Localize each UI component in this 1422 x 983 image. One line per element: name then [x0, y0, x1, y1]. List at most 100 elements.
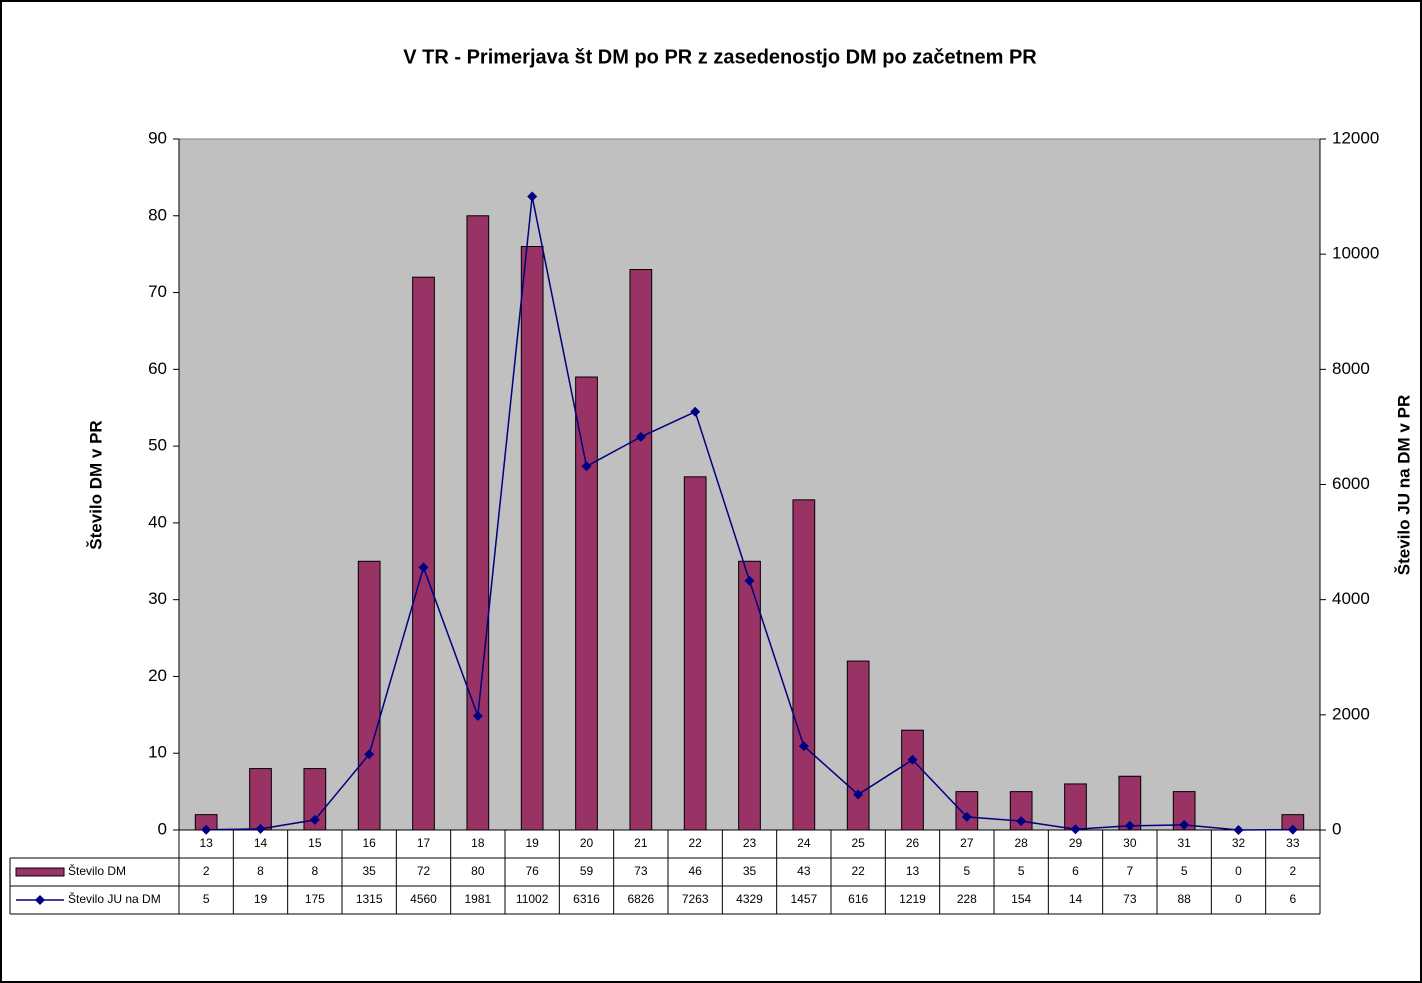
- point: [690, 406, 701, 417]
- y2-tick-label: 8000: [1332, 359, 1370, 378]
- table-value: 5: [963, 864, 970, 878]
- bar: [357, 560, 381, 831]
- table-value: 8: [257, 864, 264, 878]
- table-value: 7263: [682, 892, 709, 906]
- table-value: 46: [688, 864, 702, 878]
- x-tick-label: 28: [1014, 836, 1028, 850]
- bar: [683, 476, 707, 831]
- point: [309, 814, 320, 825]
- x-tick-label: 29: [1069, 836, 1083, 850]
- x-tick-label: 30: [1123, 836, 1137, 850]
- bar: [520, 245, 544, 831]
- point: [1124, 820, 1135, 831]
- chart-title: V TR - Primerjava št DM po PR z zasedeno…: [403, 46, 1037, 68]
- x-tick-label: 17: [417, 836, 431, 850]
- y2-tick-label: 10000: [1332, 244, 1379, 263]
- table-value: 6316: [573, 892, 600, 906]
- bar: [792, 499, 816, 831]
- table-value: 1981: [464, 892, 491, 906]
- y-tick-label: 70: [148, 282, 167, 301]
- table-value: 59: [580, 864, 594, 878]
- x-tick-label: 21: [634, 836, 648, 850]
- point: [201, 824, 212, 835]
- y2-tick-label: 2000: [1332, 704, 1370, 723]
- bar: [412, 276, 435, 831]
- y-tick-label: 10: [148, 743, 167, 762]
- table-value: 13: [906, 864, 920, 878]
- table-value: 43: [797, 864, 811, 878]
- table-value: 19: [254, 892, 268, 906]
- legend-key: [15, 867, 65, 877]
- y-axis-title: Število DM v PR: [86, 420, 105, 549]
- bar: [629, 269, 653, 831]
- table-value: 72: [417, 864, 431, 878]
- table-value: 228: [957, 892, 977, 906]
- y-tick-label: 50: [148, 436, 167, 455]
- x-tick-label: 31: [1177, 836, 1191, 850]
- table-value: 6: [1289, 892, 1296, 906]
- table-value: 2: [1289, 864, 1296, 878]
- point: [798, 741, 809, 752]
- point: [635, 431, 646, 442]
- y-tick-label: 60: [148, 359, 167, 378]
- table-value: 7: [1126, 864, 1133, 878]
- table-value: 5: [203, 892, 210, 906]
- point: [1070, 824, 1081, 835]
- x-tick-label: 32: [1232, 836, 1246, 850]
- x-tick-label: 33: [1286, 836, 1300, 850]
- table-value: 6826: [627, 892, 654, 906]
- x-tick-label: 16: [362, 836, 376, 850]
- bar: [955, 791, 979, 831]
- legend-label: Število JU na DM: [68, 891, 161, 906]
- x-tick-label: 18: [471, 836, 485, 850]
- y2-tick-label: 6000: [1332, 474, 1370, 493]
- table-value: 22: [851, 864, 865, 878]
- y-tick-label: 40: [148, 512, 167, 531]
- point: [744, 575, 755, 586]
- point: [961, 811, 972, 822]
- table-value: 4560: [410, 892, 437, 906]
- x-tick-label: 25: [851, 836, 865, 850]
- x-tick-label: 24: [797, 836, 811, 850]
- bar: [901, 729, 924, 831]
- y-tick-label: 30: [148, 589, 167, 608]
- table-value: 73: [1123, 892, 1137, 906]
- x-tick-label: 14: [254, 836, 268, 850]
- x-tick-label: 13: [199, 836, 213, 850]
- table-value: 4329: [736, 892, 763, 906]
- bar: [249, 768, 272, 831]
- x-tick-label: 22: [688, 836, 702, 850]
- table-value: 616: [848, 892, 868, 906]
- bar: [1064, 783, 1087, 831]
- table-value: 11002: [516, 892, 549, 906]
- point: [527, 191, 538, 202]
- legend-key: [35, 895, 45, 905]
- point: [581, 461, 592, 472]
- x-tick-label: 27: [960, 836, 974, 850]
- y2-tick-label: 12000: [1332, 128, 1379, 147]
- y-tick-label: 90: [148, 128, 167, 147]
- table-value: 73: [634, 864, 648, 878]
- table-value: 6: [1072, 864, 1079, 878]
- table-value: 80: [471, 864, 485, 878]
- table-value: 1315: [356, 892, 383, 906]
- y2-axis-title: Število JU na DM v PR: [1394, 395, 1413, 575]
- legend-label: Število DM: [68, 863, 126, 878]
- point: [472, 710, 483, 721]
- y-tick-label: 20: [148, 666, 167, 685]
- point: [907, 754, 918, 765]
- table-value: 1219: [899, 892, 926, 906]
- y-tick-label: 80: [148, 205, 167, 224]
- y-tick-label: 0: [158, 819, 167, 838]
- bar: [303, 768, 327, 831]
- x-tick-label: 15: [308, 836, 322, 850]
- point: [255, 823, 266, 834]
- table-value: 1457: [790, 892, 817, 906]
- x-tick-label: 26: [906, 836, 920, 850]
- table-value: 175: [305, 892, 325, 906]
- x-tick-label: 20: [580, 836, 594, 850]
- table-value: 8: [311, 864, 318, 878]
- point: [1179, 819, 1190, 830]
- bar: [738, 560, 761, 831]
